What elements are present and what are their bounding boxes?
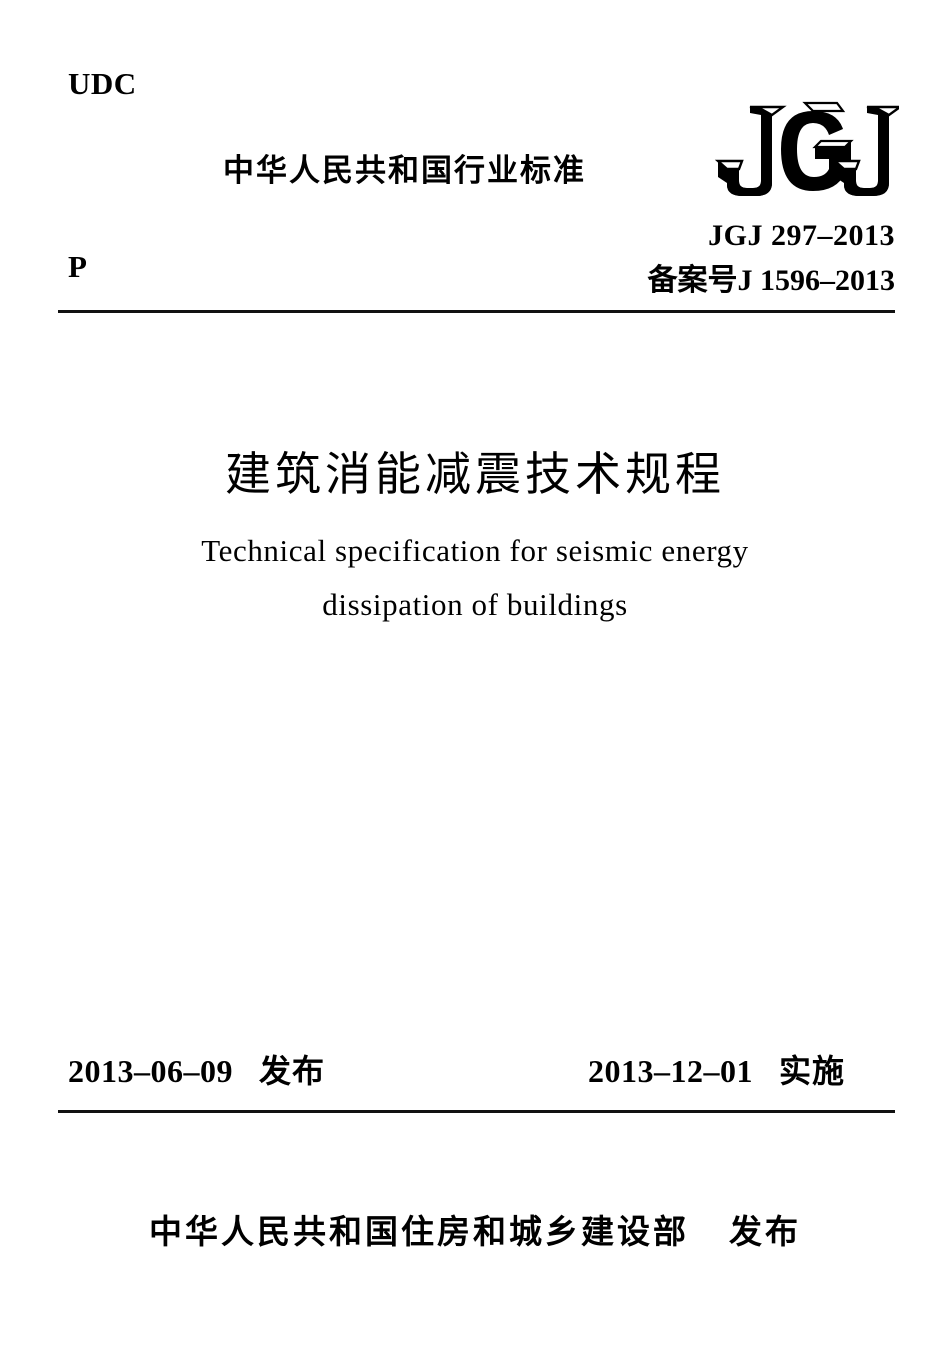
issue-date-value: 2013–06–09 <box>68 1053 233 1089</box>
record-number: 备案号J 1596–2013 <box>648 255 896 299</box>
document-title-english: Technical specification for seismic ener… <box>0 524 950 632</box>
effective-date-group: 2013–12–01 实施 <box>588 1046 845 1092</box>
document-title-chinese: 建筑消能减震技术规程 <box>225 447 725 501</box>
publisher-name: 中华人民共和国住房和城乡建设部 <box>149 1212 689 1251</box>
record-number-prefix: 备案号 <box>647 263 738 298</box>
divider-top <box>58 310 895 313</box>
divider-bottom <box>58 1110 895 1113</box>
industry-standard-heading: 中华人民共和国行业标准 <box>223 153 586 189</box>
effective-date-label: 实施 <box>779 1052 846 1090</box>
effective-date-value: 2013–12–01 <box>588 1053 753 1089</box>
standard-number: JGJ 297–2013 <box>708 219 895 252</box>
publisher-line: 中华人民共和国住房和城乡建设部 发布 <box>0 1205 950 1253</box>
record-number-value: J 1596–2013 <box>737 264 896 297</box>
document-title-english-line1: Technical specification for seismic ener… <box>201 533 749 568</box>
issue-date-label: 发布 <box>259 1052 326 1090</box>
udc-label: UDC <box>68 66 137 101</box>
issue-date-group: 2013–06–09 发布 <box>68 1046 325 1092</box>
publisher-verb: 发布 <box>729 1212 801 1251</box>
classification-label: P <box>68 249 87 284</box>
document-title-english-line2: dissipation of buildings <box>322 587 628 622</box>
jgj-3d-logo-icon <box>709 99 899 199</box>
